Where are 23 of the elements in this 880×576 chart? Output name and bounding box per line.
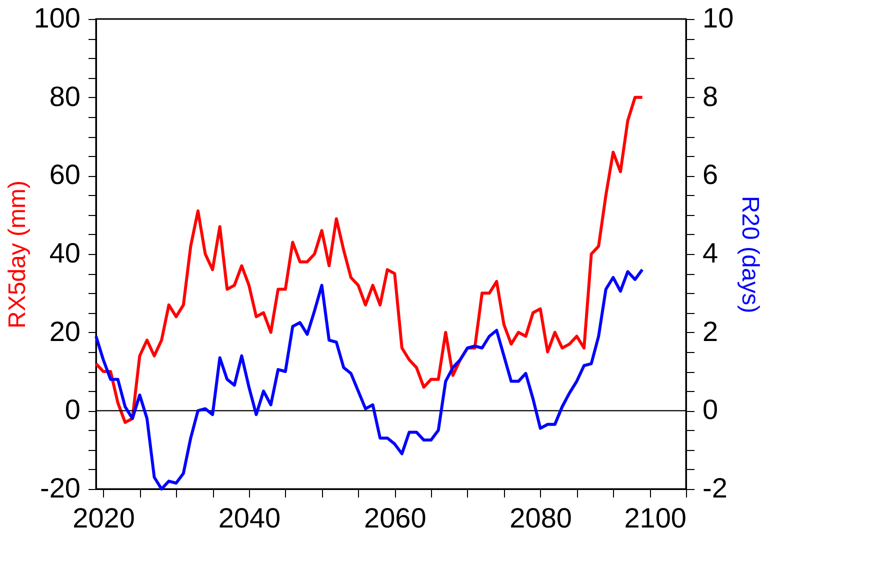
y-tick-label: 20 (49, 316, 80, 347)
y2-tick-label: 6 (702, 159, 718, 190)
x-tick-label: 2080 (510, 502, 572, 534)
y2-tick-label: 0 (702, 394, 718, 426)
y-tick-label: 40 (49, 238, 80, 268)
y2-tick-label: 4 (702, 238, 718, 268)
y2-axis-title: R20 (days) (736, 196, 764, 314)
y-tick-label: 100 (34, 2, 80, 34)
y-tick-label: 0 (64, 394, 80, 426)
x-tick-label: 2020 (72, 502, 135, 534)
x-tick-label: 2040 (218, 502, 281, 534)
y2-tick-label: 8 (702, 80, 718, 112)
y2-tick-label: -2 (702, 472, 728, 504)
x-tick-label: 2100 (624, 502, 686, 534)
y-tick-label: 80 (49, 80, 80, 112)
y2-tick-label: 2 (702, 316, 718, 347)
y-tick-label: -20 (40, 472, 80, 504)
y-axis-title: RX5day (mm) (4, 180, 31, 329)
x-tick-label: 2060 (364, 502, 426, 534)
line-series (94, 96, 644, 424)
y-tick-label: 60 (49, 159, 80, 190)
line-series (94, 268, 644, 490)
y2-tick-label: 10 (702, 2, 734, 34)
